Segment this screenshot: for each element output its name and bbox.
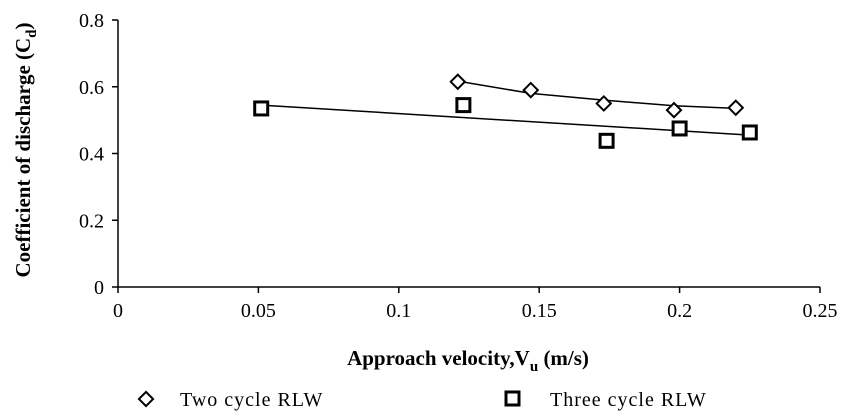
data-point-three-cycle: [253, 100, 270, 117]
y-axis-title: Coefficient of discharge (Cd): [11, 22, 40, 277]
data-points: [253, 73, 758, 149]
data-point-three-cycle: [671, 120, 688, 137]
y-tick-label: 0.8: [79, 10, 104, 32]
x-ticks: 0 0.05 0.1 0.15 0.2 0.25: [113, 287, 838, 322]
axes: [117, 20, 820, 288]
data-point-two-cycle: [665, 101, 683, 119]
legend-item-three-cycle: Three cycle RLW: [504, 389, 707, 411]
x-tick-label: 0.15: [522, 300, 557, 322]
x-axis-title: Approach velocity,Vu (m/s): [347, 346, 589, 375]
legend-label-two-cycle: Two cycle RLW: [180, 389, 323, 411]
x-tick-label: 0.2: [667, 300, 692, 322]
y-tick-label: 0.2: [79, 210, 104, 232]
data-point-two-cycle: [595, 94, 613, 112]
data-point-three-cycle: [455, 97, 472, 114]
y-tick-label: 0: [94, 277, 104, 299]
y-ticks: 0 0.2 0.4 0.6 0.8: [79, 10, 118, 299]
square-marker-icon: [504, 390, 521, 407]
x-tick-label: 0: [113, 300, 123, 322]
data-point-three-cycle: [598, 132, 615, 149]
data-point-three-cycle: [741, 124, 758, 141]
x-tick-label: 0.1: [386, 300, 411, 322]
y-tick-label: 0.6: [79, 77, 104, 99]
x-tick-label: 0.25: [803, 300, 838, 322]
data-point-two-cycle: [449, 73, 467, 91]
x-tick-label: 0.05: [241, 300, 276, 322]
legend-label-three-cycle: Three cycle RLW: [550, 389, 707, 411]
data-point-two-cycle: [727, 99, 745, 117]
y-tick-label: 0.4: [79, 144, 104, 166]
legend: Two cycle RLW Three cycle RLW: [137, 389, 707, 411]
trendline-series-2: [261, 104, 750, 136]
data-point-two-cycle: [522, 81, 540, 99]
legend-item-two-cycle: Two cycle RLW: [137, 389, 323, 411]
diamond-marker-icon: [137, 390, 155, 408]
